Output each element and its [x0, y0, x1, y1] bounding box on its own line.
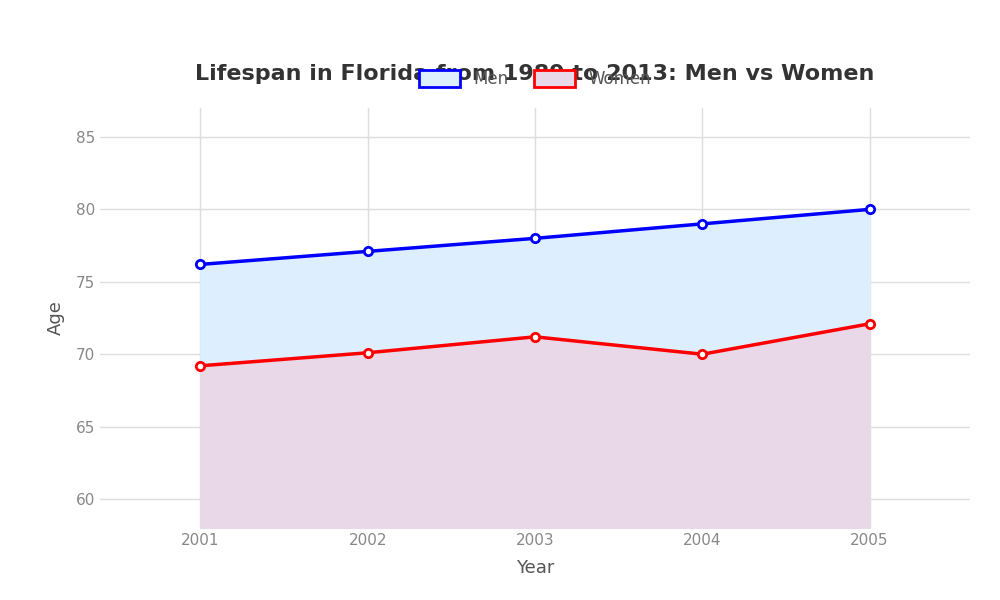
- Y-axis label: Age: Age: [47, 301, 65, 335]
- X-axis label: Year: Year: [516, 559, 554, 577]
- Legend: Men, Women: Men, Women: [410, 62, 660, 97]
- Title: Lifespan in Florida from 1989 to 2013: Men vs Women: Lifespan in Florida from 1989 to 2013: M…: [195, 64, 875, 84]
